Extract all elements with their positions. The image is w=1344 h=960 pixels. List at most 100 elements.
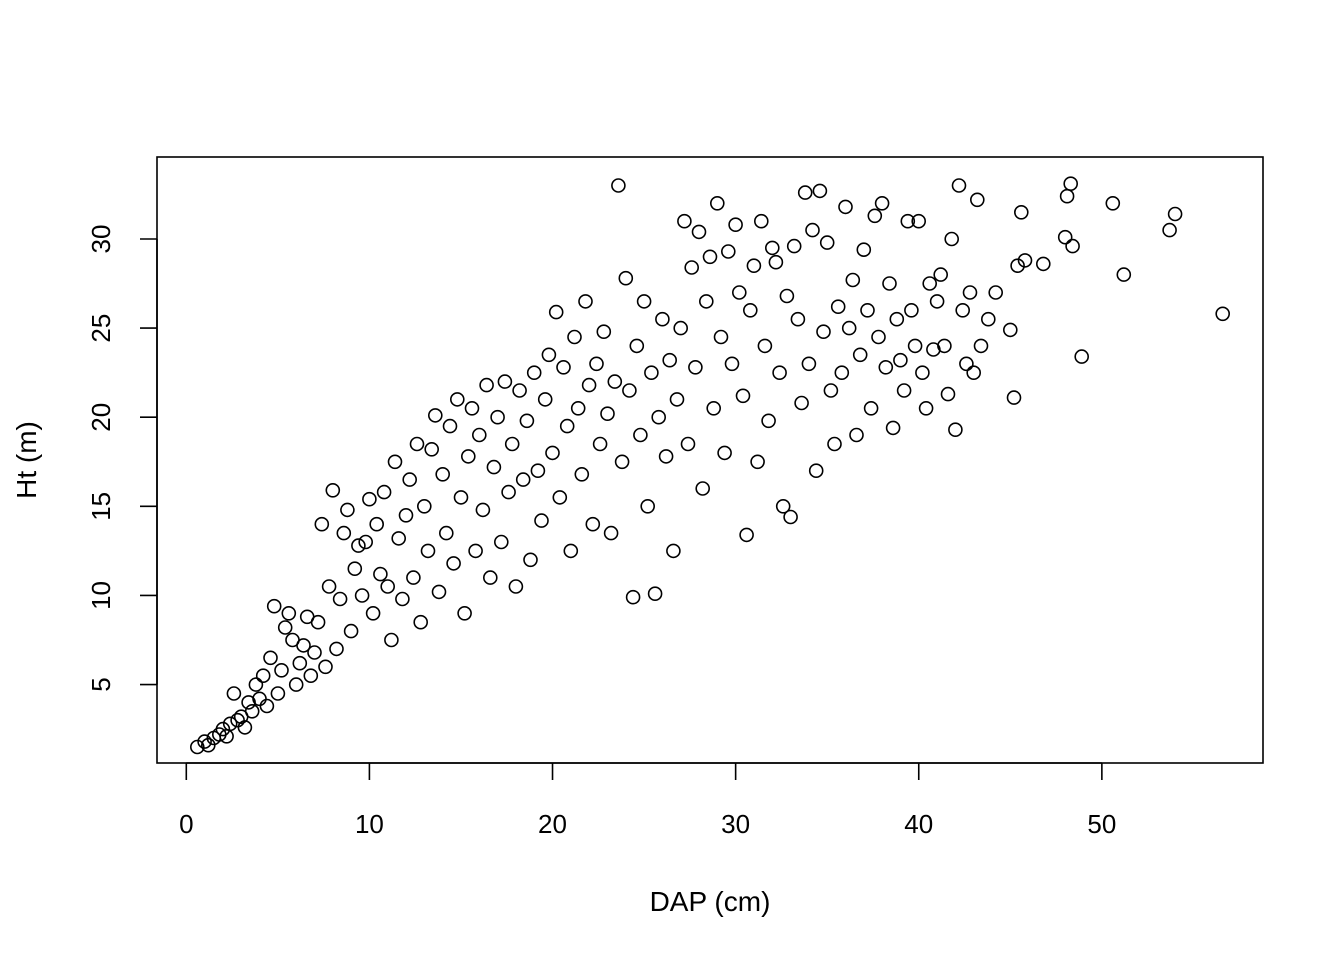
data-point: [600, 406, 615, 422]
data-point: [768, 254, 784, 270]
x-axis-title: DAP (cm): [650, 886, 771, 917]
data-point: [636, 294, 652, 309]
data-point: [937, 338, 952, 354]
data-point: [241, 695, 256, 710]
data-point: [563, 543, 579, 559]
x-tick-label: 40: [904, 809, 933, 839]
data-point: [1036, 256, 1051, 272]
data-point: [742, 302, 758, 318]
data-point: [501, 484, 516, 500]
data-point: [490, 409, 505, 425]
y-tick-label: 30: [86, 225, 116, 254]
data-point: [940, 386, 956, 402]
points-layer: [190, 176, 1230, 755]
data-point: [387, 454, 403, 470]
data-point: [446, 556, 461, 571]
data-point: [384, 632, 399, 648]
data-point: [424, 441, 440, 457]
data-point: [911, 213, 927, 229]
data-point: [698, 294, 714, 309]
data-point: [658, 449, 674, 464]
data-point: [464, 400, 480, 416]
data-point: [471, 427, 487, 443]
data-point: [541, 347, 557, 363]
data-point: [1116, 267, 1132, 282]
data-point: [395, 591, 410, 607]
data-point: [420, 543, 436, 559]
x-tick-label: 10: [355, 809, 384, 839]
data-point: [640, 498, 656, 514]
data-point: [607, 374, 623, 389]
data-point: [1002, 322, 1018, 338]
data-point: [351, 538, 366, 553]
data-point: [248, 677, 264, 692]
data-point: [980, 311, 996, 327]
data-point: [948, 422, 963, 438]
data-point: [959, 356, 974, 372]
data-point: [460, 449, 476, 464]
data-point: [662, 352, 678, 368]
data-point: [519, 413, 535, 429]
data-point: [222, 716, 238, 732]
data-point: [274, 662, 289, 678]
data-point: [314, 516, 330, 532]
data-point: [878, 359, 894, 375]
data-point: [1074, 349, 1089, 364]
data-point: [1105, 196, 1121, 211]
data-point: [585, 516, 601, 532]
data-point: [526, 365, 542, 381]
data-point: [860, 302, 875, 318]
data-point: [688, 359, 703, 375]
data-point: [475, 502, 491, 518]
data-point: [856, 242, 872, 257]
data-point: [263, 650, 278, 666]
data-point: [230, 712, 245, 728]
data-point: [1063, 176, 1078, 191]
data-point: [556, 359, 571, 375]
data-point: [416, 498, 432, 514]
data-point: [504, 436, 520, 452]
data-point: [1065, 238, 1080, 254]
data-point: [969, 192, 985, 208]
data-point: [409, 436, 425, 452]
data-point: [680, 436, 696, 452]
data-point: [728, 217, 743, 232]
data-point: [666, 543, 681, 559]
data-point: [468, 543, 483, 559]
data-point: [197, 734, 212, 749]
data-point: [761, 413, 776, 429]
data-point: [896, 383, 912, 398]
data-point: [1006, 390, 1022, 405]
data-point: [482, 570, 498, 585]
data-point: [190, 739, 205, 755]
data-point: [508, 579, 524, 594]
data-point: [677, 213, 692, 229]
data-point: [918, 400, 934, 416]
data-point: [614, 454, 630, 470]
data-point: [373, 566, 388, 582]
data-point: [790, 311, 806, 327]
data-point: [354, 588, 370, 603]
data-point: [442, 418, 458, 434]
data-point: [358, 534, 374, 550]
data-point: [739, 527, 754, 543]
data-point: [827, 436, 842, 452]
data-point: [801, 356, 817, 372]
x-tick-label: 50: [1087, 809, 1116, 839]
data-point: [849, 427, 864, 443]
data-point: [904, 302, 919, 318]
data-point: [296, 638, 311, 653]
data-point: [988, 285, 1004, 300]
data-point: [874, 196, 890, 211]
data-point: [1057, 229, 1073, 245]
data-point: [772, 365, 787, 381]
data-point: [933, 267, 949, 282]
data-point: [376, 484, 392, 500]
data-point: [929, 294, 945, 309]
data-point: [226, 686, 242, 701]
y-tick-label: 25: [86, 314, 116, 343]
data-point: [398, 507, 414, 523]
data-point: [713, 329, 729, 345]
data-point: [757, 338, 773, 354]
data-point: [618, 270, 634, 286]
